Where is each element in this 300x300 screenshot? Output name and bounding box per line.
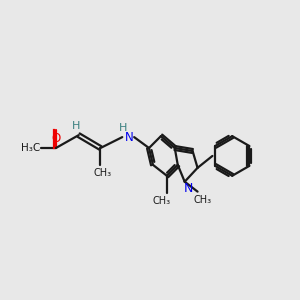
Text: CH₃: CH₃: [153, 196, 171, 206]
Text: H: H: [119, 123, 128, 133]
Text: H₃C: H₃C: [22, 143, 41, 153]
Text: N: N: [184, 182, 193, 195]
Text: H: H: [71, 121, 80, 131]
Text: CH₃: CH₃: [194, 194, 211, 205]
Text: N: N: [125, 130, 134, 144]
Text: CH₃: CH₃: [93, 168, 112, 178]
Text: O: O: [51, 132, 61, 145]
